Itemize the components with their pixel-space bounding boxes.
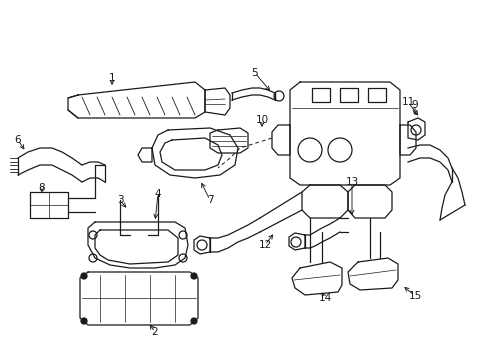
Polygon shape [194,236,209,254]
Text: 12: 12 [258,240,271,250]
Polygon shape [291,262,341,295]
Circle shape [273,91,284,101]
Text: 15: 15 [407,291,421,301]
Polygon shape [339,88,357,102]
Polygon shape [160,138,222,170]
Circle shape [191,273,197,279]
Circle shape [81,273,87,279]
Text: 1: 1 [108,73,115,83]
Polygon shape [347,258,397,290]
Text: 2: 2 [151,327,158,337]
Polygon shape [289,82,399,185]
Text: 3: 3 [117,195,123,205]
Circle shape [81,318,87,324]
Text: 13: 13 [345,177,358,187]
Polygon shape [288,233,305,250]
Circle shape [191,318,197,324]
Polygon shape [68,82,204,118]
Circle shape [297,138,321,162]
Polygon shape [302,185,347,218]
Polygon shape [311,88,329,102]
Text: 14: 14 [318,293,331,303]
Polygon shape [80,272,198,325]
Polygon shape [271,125,289,155]
Text: 8: 8 [39,183,45,193]
Text: 5: 5 [251,68,258,78]
Polygon shape [407,118,424,140]
Polygon shape [209,128,247,153]
Text: 9: 9 [411,100,417,110]
Polygon shape [399,125,415,155]
Text: 10: 10 [255,115,268,125]
Polygon shape [347,185,391,218]
Polygon shape [367,88,385,102]
Polygon shape [30,192,68,218]
Text: 4: 4 [154,189,161,199]
Circle shape [327,138,351,162]
Text: 6: 6 [15,135,21,145]
Polygon shape [152,128,238,178]
Polygon shape [88,222,187,268]
Polygon shape [138,148,152,162]
Polygon shape [204,88,229,115]
Text: 7: 7 [206,195,213,205]
Text: 11: 11 [401,97,414,107]
